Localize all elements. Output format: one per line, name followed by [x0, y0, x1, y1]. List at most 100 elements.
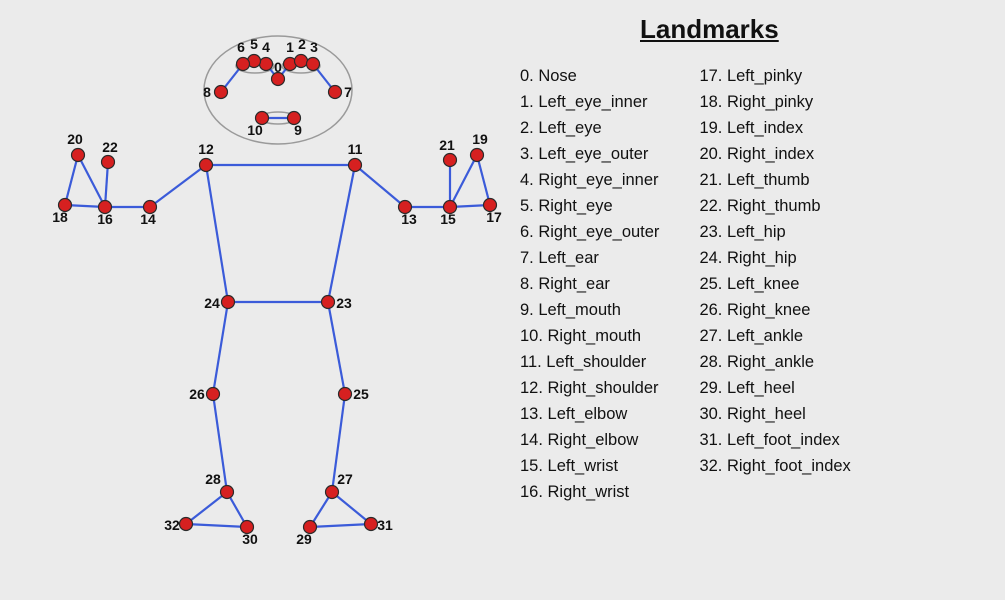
landmark-label-10: 10 [247, 122, 263, 138]
legend-item-0: 0. Nose [520, 63, 659, 89]
landmark-label-25: 25 [353, 386, 369, 402]
edge-11-23 [328, 165, 355, 302]
legend-item-22: 22. Right_thumb [699, 193, 850, 219]
legend-item-26: 26. Right_knee [699, 297, 850, 323]
legend-item-9: 9. Left_mouth [520, 297, 659, 323]
landmark-node-21 [444, 154, 457, 167]
landmark-label-19: 19 [472, 131, 488, 147]
legend-item-11: 11. Left_shoulder [520, 349, 659, 375]
legend-item-6: 6. Right_eye_outer [520, 219, 659, 245]
legend-columns: 0. Nose1. Left_eye_inner2. Left_eye3. Le… [520, 63, 1005, 505]
pose-diagram: 0123456789101112131415161718192021222324… [0, 0, 510, 595]
landmark-node-11 [349, 159, 362, 172]
edge-12-14 [150, 165, 206, 207]
legend-item-15: 15. Left_wrist [520, 453, 659, 479]
edge-29-31 [310, 524, 371, 527]
edge-11-13 [355, 165, 405, 207]
edge-23-25 [328, 302, 345, 394]
landmark-label-0: 0 [274, 59, 282, 75]
landmark-label-16: 16 [97, 211, 113, 227]
landmark-label-6: 6 [237, 39, 245, 55]
landmark-label-8: 8 [203, 84, 211, 100]
landmark-label-3: 3 [310, 39, 318, 55]
legend-item-2: 2. Left_eye [520, 115, 659, 141]
edge-28-32 [186, 492, 227, 524]
landmark-label-9: 9 [294, 122, 302, 138]
landmark-node-24 [222, 296, 235, 309]
landmark-label-2: 2 [298, 36, 306, 52]
legend-item-32: 32. Right_foot_index [699, 453, 850, 479]
landmark-label-11: 11 [348, 141, 363, 157]
landmark-label-24: 24 [204, 295, 220, 311]
landmark-label-17: 17 [486, 209, 502, 225]
landmark-label-1: 1 [286, 39, 294, 55]
landmark-label-14: 14 [140, 211, 156, 227]
edge-12-24 [206, 165, 228, 302]
legend-item-24: 24. Right_hip [699, 245, 850, 271]
legend-column-2: 17. Left_pinky18. Right_pinky19. Left_in… [699, 63, 850, 505]
landmark-node-6 [237, 58, 250, 71]
landmark-node-27 [326, 486, 339, 499]
landmark-label-32: 32 [164, 517, 180, 533]
landmark-node-4 [260, 58, 273, 71]
edge-30-32 [186, 524, 247, 527]
landmark-label-18: 18 [52, 209, 68, 225]
landmark-label-26: 26 [189, 386, 205, 402]
legend-item-5: 5. Right_eye [520, 193, 659, 219]
main-container: 0123456789101112131415161718192021222324… [0, 0, 1005, 595]
legend-item-7: 7. Left_ear [520, 245, 659, 271]
legend-item-30: 30. Right_heel [699, 401, 850, 427]
legend-title: Landmarks [640, 14, 1005, 45]
landmark-node-32 [180, 518, 193, 531]
landmark-label-27: 27 [337, 471, 353, 487]
legend-item-3: 3. Left_eye_outer [520, 141, 659, 167]
legend-item-25: 25. Left_knee [699, 271, 850, 297]
legend-item-23: 23. Left_hip [699, 219, 850, 245]
landmark-label-30: 30 [242, 531, 258, 547]
landmark-node-20 [72, 149, 85, 162]
legend-item-4: 4. Right_eye_inner [520, 167, 659, 193]
landmark-node-28 [221, 486, 234, 499]
landmark-node-23 [322, 296, 335, 309]
landmark-node-19 [471, 149, 484, 162]
landmark-node-26 [207, 388, 220, 401]
legend-item-13: 13. Left_elbow [520, 401, 659, 427]
edge-24-26 [213, 302, 228, 394]
legend-item-12: 12. Right_shoulder [520, 375, 659, 401]
landmark-label-29: 29 [296, 531, 312, 547]
legend-item-28: 28. Right_ankle [699, 349, 850, 375]
landmark-label-22: 22 [102, 139, 118, 155]
legend-item-16: 16. Right_wrist [520, 479, 659, 505]
landmark-node-2 [295, 55, 308, 68]
landmark-node-12 [200, 159, 213, 172]
landmark-label-13: 13 [401, 211, 417, 227]
landmark-label-20: 20 [67, 131, 83, 147]
legend-item-14: 14. Right_elbow [520, 427, 659, 453]
legend-panel: Landmarks 0. Nose1. Left_eye_inner2. Lef… [510, 0, 1005, 595]
legend-item-10: 10. Right_mouth [520, 323, 659, 349]
legend-item-29: 29. Left_heel [699, 375, 850, 401]
landmark-node-8 [215, 86, 228, 99]
landmark-node-3 [307, 58, 320, 71]
edge-18-20 [65, 155, 78, 205]
legend-item-27: 27. Left_ankle [699, 323, 850, 349]
landmark-label-28: 28 [205, 471, 221, 487]
landmark-label-7: 7 [344, 84, 352, 100]
landmark-node-7 [329, 86, 342, 99]
legend-item-18: 18. Right_pinky [699, 89, 850, 115]
landmark-label-31: 31 [377, 517, 393, 533]
legend-item-8: 8. Right_ear [520, 271, 659, 297]
landmark-label-15: 15 [440, 211, 456, 227]
landmark-label-12: 12 [198, 141, 214, 157]
landmark-node-25 [339, 388, 352, 401]
legend-item-31: 31. Left_foot_index [699, 427, 850, 453]
edge-27-31 [332, 492, 371, 524]
landmark-label-21: 21 [439, 137, 455, 153]
landmark-label-23: 23 [336, 295, 352, 311]
legend-item-21: 21. Left_thumb [699, 167, 850, 193]
legend-item-19: 19. Left_index [699, 115, 850, 141]
legend-item-20: 20. Right_index [699, 141, 850, 167]
legend-item-1: 1. Left_eye_inner [520, 89, 659, 115]
landmark-node-31 [365, 518, 378, 531]
landmark-label-4: 4 [262, 39, 270, 55]
